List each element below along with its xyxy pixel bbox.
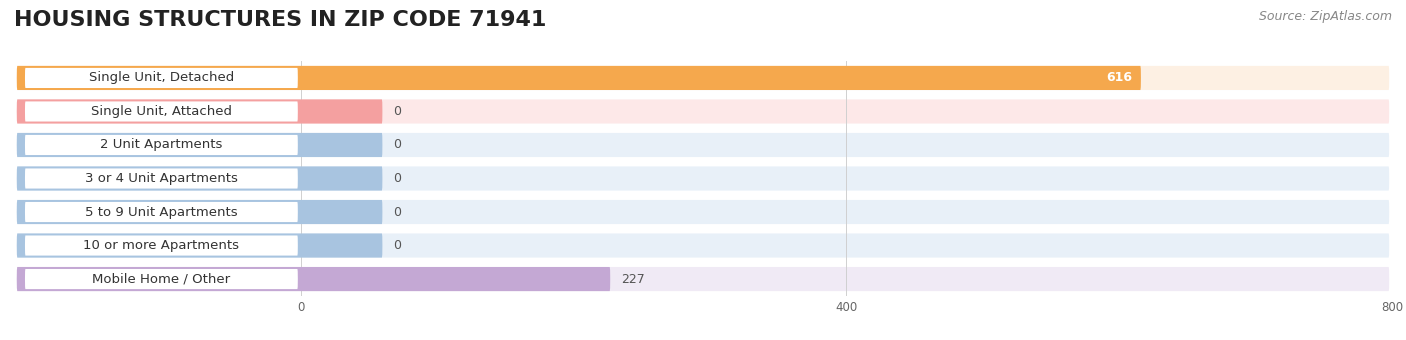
FancyBboxPatch shape: [17, 66, 1140, 90]
Text: 5 to 9 Unit Apartments: 5 to 9 Unit Apartments: [86, 205, 238, 219]
Text: Mobile Home / Other: Mobile Home / Other: [93, 273, 231, 286]
FancyBboxPatch shape: [17, 99, 1389, 123]
FancyBboxPatch shape: [17, 167, 382, 190]
FancyBboxPatch shape: [25, 135, 298, 155]
Text: 0: 0: [394, 172, 401, 185]
Text: 227: 227: [621, 273, 645, 286]
Text: HOUSING STRUCTURES IN ZIP CODE 71941: HOUSING STRUCTURES IN ZIP CODE 71941: [14, 10, 547, 30]
Text: Single Unit, Detached: Single Unit, Detached: [89, 71, 233, 84]
FancyBboxPatch shape: [17, 66, 1389, 90]
Text: 3 or 4 Unit Apartments: 3 or 4 Unit Apartments: [84, 172, 238, 185]
FancyBboxPatch shape: [17, 267, 610, 291]
FancyBboxPatch shape: [25, 101, 298, 121]
FancyBboxPatch shape: [17, 167, 1389, 190]
Text: 0: 0: [394, 205, 401, 219]
Text: 616: 616: [1107, 71, 1133, 84]
FancyBboxPatch shape: [25, 236, 298, 256]
Text: 0: 0: [394, 239, 401, 252]
Text: 0: 0: [394, 105, 401, 118]
Text: 2 Unit Apartments: 2 Unit Apartments: [100, 138, 222, 152]
FancyBboxPatch shape: [25, 202, 298, 222]
FancyBboxPatch shape: [17, 200, 1389, 224]
FancyBboxPatch shape: [17, 133, 382, 157]
Text: Source: ZipAtlas.com: Source: ZipAtlas.com: [1258, 10, 1392, 23]
FancyBboxPatch shape: [17, 200, 382, 224]
FancyBboxPatch shape: [17, 234, 1389, 258]
FancyBboxPatch shape: [25, 168, 298, 189]
FancyBboxPatch shape: [17, 267, 1389, 291]
FancyBboxPatch shape: [17, 99, 382, 123]
Text: 10 or more Apartments: 10 or more Apartments: [83, 239, 239, 252]
FancyBboxPatch shape: [25, 68, 298, 88]
Text: Single Unit, Attached: Single Unit, Attached: [91, 105, 232, 118]
FancyBboxPatch shape: [17, 234, 382, 258]
Text: 0: 0: [394, 138, 401, 152]
FancyBboxPatch shape: [17, 133, 1389, 157]
FancyBboxPatch shape: [25, 269, 298, 289]
